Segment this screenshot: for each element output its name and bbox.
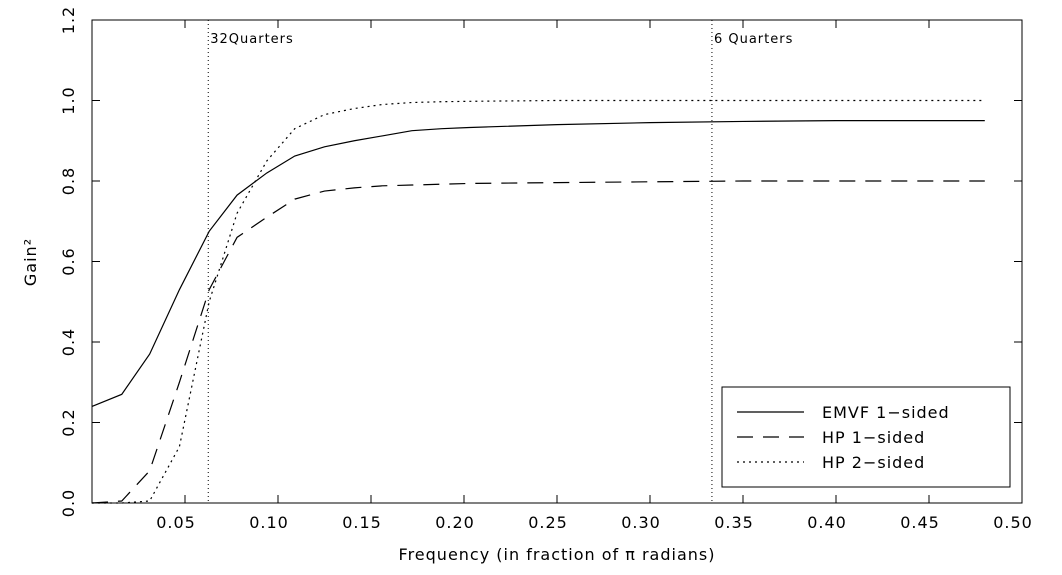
legend-label: HP 1−sided [822, 428, 925, 447]
x-tick-label: 0.25 [528, 513, 568, 532]
x-tick-label: 0.50 [993, 513, 1033, 532]
y-tick-label: 0.8 [59, 167, 78, 195]
annotation: 6 Quarters [714, 32, 793, 47]
x-tick-label: 0.05 [156, 513, 196, 532]
x-tick-label: 0.40 [807, 513, 847, 532]
x-tick-label: 0.30 [621, 513, 661, 532]
legend-label: HP 2−sided [822, 453, 925, 472]
x-tick-label: 0.45 [900, 513, 940, 532]
legend-label: EMVF 1−sided [822, 403, 950, 422]
y-tick-label: 0.0 [59, 489, 78, 517]
y-axis-label: Gain² [21, 238, 40, 286]
x-tick-label: 0.10 [249, 513, 289, 532]
y-tick-label: 1.2 [59, 6, 78, 34]
x-tick-label: 0.35 [714, 513, 754, 532]
y-tick-label: 0.2 [59, 408, 78, 436]
y-tick-label: 0.4 [59, 328, 78, 356]
y-tick-label: 0.6 [59, 247, 78, 275]
y-tick-label: 1.0 [59, 86, 78, 114]
x-tick-label: 0.20 [435, 513, 475, 532]
x-tick-label: 0.15 [342, 513, 382, 532]
x-axis-label: Frequency (in fraction of π radians) [399, 545, 716, 564]
annotation: 32Quarters [210, 32, 294, 47]
series-line [92, 99, 985, 504]
series-line [91, 120, 985, 407]
